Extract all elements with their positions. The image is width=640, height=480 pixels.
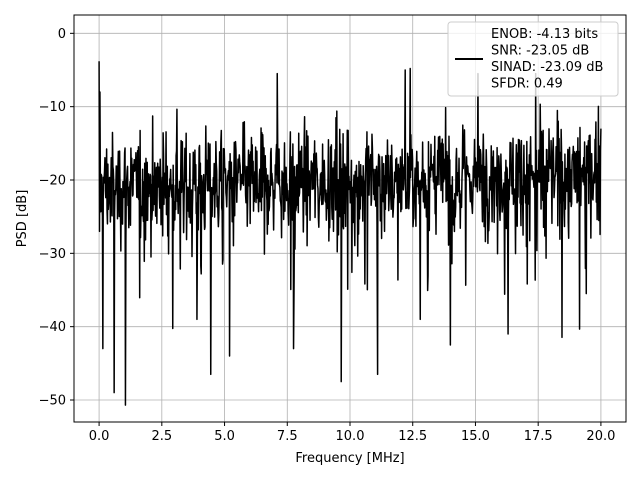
x-axis-label: Frequency [MHz] xyxy=(295,451,404,466)
y-tick-label: 0 xyxy=(58,27,66,42)
legend-entry-enob: ENOB: -4.13 bits xyxy=(491,27,598,42)
x-tick-label: 10.0 xyxy=(336,429,365,444)
legend-entry-sfdr: SFDR: 0.49 xyxy=(491,77,563,92)
y-tick-label: −20 xyxy=(39,174,66,189)
x-tick-label: 7.5 xyxy=(277,429,298,444)
x-tick-label: 5.0 xyxy=(214,429,235,444)
psd-series-line xyxy=(98,61,602,406)
legend-box xyxy=(447,21,619,97)
x-tick-label: 17.5 xyxy=(524,429,553,444)
y-tick-label: −30 xyxy=(39,247,66,262)
psd-series xyxy=(98,61,602,406)
y-tick-label: −50 xyxy=(39,394,66,409)
y-tick-label: −10 xyxy=(39,100,66,115)
legend-entry-snr: SNR: -23.05 dB xyxy=(491,44,589,59)
y-axis-ticks: 0 −10 −20 −30 −40 −50 xyxy=(39,27,74,409)
legend: ENOB: -4.13 bits SNR: -23.05 dB SINAD: -… xyxy=(447,21,619,97)
y-tick-label: −40 xyxy=(39,320,66,335)
x-tick-label: 15.0 xyxy=(461,429,490,444)
x-tick-label: 12.5 xyxy=(398,429,427,444)
y-axis-label: PSD [dB] xyxy=(15,190,30,248)
x-tick-label: 0.0 xyxy=(89,429,110,444)
x-axis-ticks: 0.0 2.5 5.0 7.5 10.0 12.5 15.0 17.5 20.0 xyxy=(89,422,615,444)
legend-entry-sinad: SINAD: -23.09 dB xyxy=(491,60,603,75)
x-tick-label: 20.0 xyxy=(586,429,615,444)
x-tick-label: 2.5 xyxy=(151,429,172,444)
